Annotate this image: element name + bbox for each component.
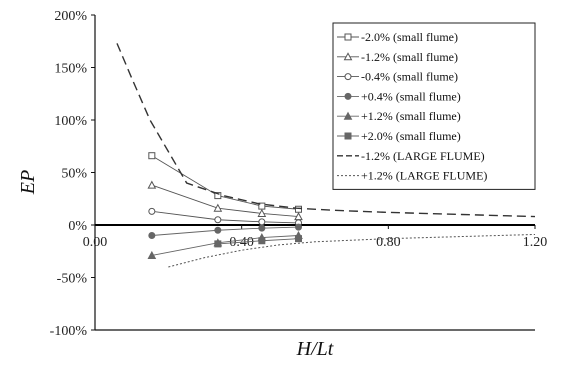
data-point <box>213 203 223 212</box>
x-tick-label: 0.80 <box>376 235 401 250</box>
legend-label: +1.2% (LARGE FLUME) <box>361 169 487 183</box>
y-tick-label: 50% <box>61 167 87 182</box>
legend-item: -2.0% (small flume) <box>337 30 458 44</box>
data-point <box>214 240 222 248</box>
series-1 <box>148 152 302 213</box>
legend-marker <box>344 73 352 81</box>
data-point <box>214 192 222 200</box>
data-point <box>214 226 222 234</box>
legend-label: +1.2% (small flume) <box>361 109 461 123</box>
series-line <box>151 184 299 218</box>
y-tick-label: 0% <box>68 219 87 234</box>
legend-marker <box>344 92 352 100</box>
data-point <box>295 205 302 213</box>
x-tick-label: 0.00 <box>83 235 108 250</box>
data-point <box>148 232 156 239</box>
data-point <box>148 152 156 160</box>
data-point <box>148 207 156 215</box>
series-line <box>151 155 299 210</box>
y-tick-label: 100% <box>54 114 87 129</box>
data-point <box>295 235 302 243</box>
legend-marker <box>344 132 352 140</box>
data-point <box>295 223 302 231</box>
legend-item: -1.2% (small flume) <box>337 50 458 64</box>
legend-label: -1.2% (small flume) <box>361 50 458 64</box>
legend-marker <box>343 111 353 120</box>
legend-marker <box>343 52 353 61</box>
legend-marker <box>344 33 352 41</box>
legend-item: +2.0% (small flume) <box>337 129 461 143</box>
series-line <box>151 226 299 236</box>
data-point <box>258 218 266 226</box>
data-point <box>214 216 222 224</box>
legend-label: +0.4% (small flume) <box>361 89 461 103</box>
y-tick-label: -50% <box>57 272 88 287</box>
y-axis-label: EP <box>17 170 39 195</box>
series-7 <box>116 43 536 218</box>
data-point <box>258 224 266 232</box>
legend-box <box>332 22 536 190</box>
series-8 <box>168 233 536 268</box>
data-point <box>257 208 267 217</box>
x-tick-label: 1.20 <box>523 235 548 250</box>
series-line <box>151 235 299 256</box>
x-axis-label: H/Lt <box>296 338 334 360</box>
series-line <box>116 43 536 218</box>
y-tick-label: 150% <box>54 62 87 77</box>
legend-item: -1.2% (LARGE FLUME) <box>337 149 485 163</box>
series-line <box>168 233 536 268</box>
legend-item: +1.2% (LARGE FLUME) <box>337 169 487 183</box>
data-point <box>258 237 266 245</box>
data-point <box>147 250 157 259</box>
series-4 <box>148 223 302 239</box>
legend-label: -2.0% (small flume) <box>361 30 458 44</box>
series-line <box>151 210 299 224</box>
series-3 <box>148 207 302 227</box>
y-tick-label: -100% <box>50 324 88 339</box>
data-point <box>147 180 157 189</box>
series-2 <box>147 180 303 221</box>
legend-label: -1.2% (LARGE FLUME) <box>361 149 485 163</box>
series-6 <box>214 235 302 248</box>
legend-label: +2.0% (small flume) <box>361 129 461 143</box>
legend-item: +1.2% (small flume) <box>337 109 461 123</box>
legend-label: -0.4% (small flume) <box>361 70 458 84</box>
legend-item: -0.4% (small flume) <box>337 70 458 84</box>
y-tick-label: 200% <box>54 9 87 24</box>
legend-item: +0.4% (small flume) <box>337 89 461 103</box>
